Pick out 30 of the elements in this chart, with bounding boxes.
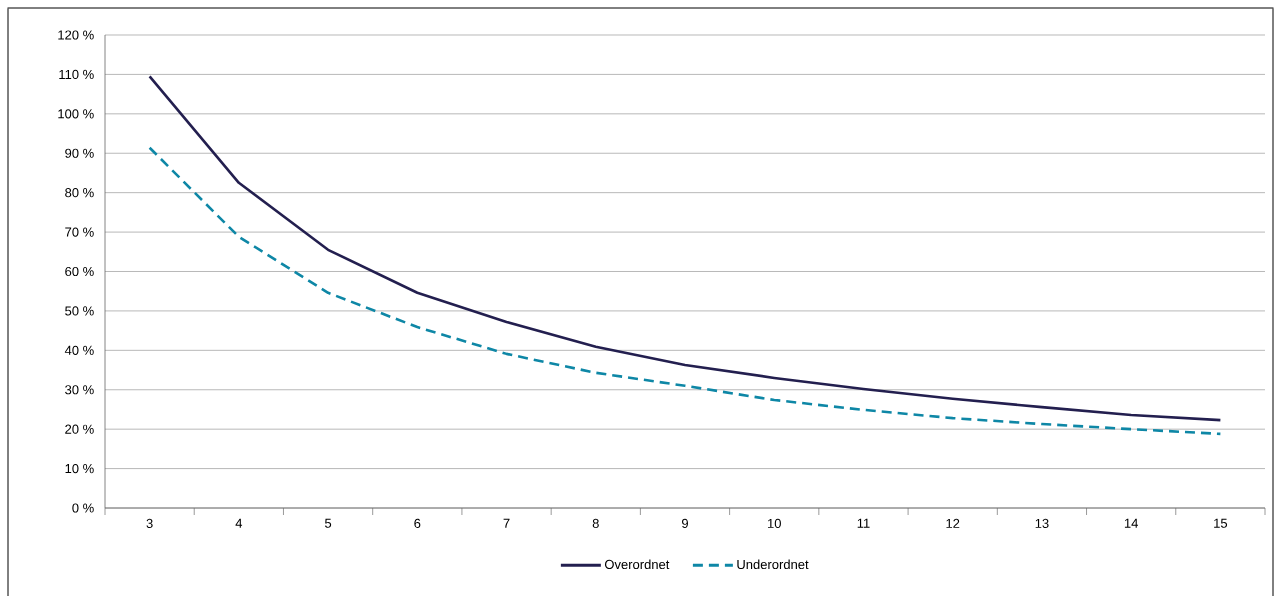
x-tick-label: 6 bbox=[414, 518, 421, 528]
x-tick-label: 5 bbox=[324, 518, 332, 528]
y-tick-label: 20 % bbox=[65, 424, 94, 434]
x-tick-label: 11 bbox=[857, 518, 870, 528]
x-tick-label: 12 bbox=[946, 518, 960, 528]
x-tick-label: 4 bbox=[235, 518, 243, 528]
x-tick-label: 3 bbox=[146, 518, 153, 528]
y-tick-label: 10 % bbox=[65, 463, 94, 474]
x-tick-label: 14 bbox=[1124, 518, 1138, 528]
x-tick-label: 10 bbox=[767, 518, 781, 528]
y-tick-label: 0 % bbox=[72, 503, 94, 513]
x-tick-label: 9 bbox=[682, 518, 688, 528]
y-tick-label: 60 % bbox=[65, 266, 94, 277]
y-tick-label: 30 % bbox=[65, 385, 94, 395]
y-tick-label: 50 % bbox=[65, 306, 94, 316]
y-tick-label: 70 % bbox=[65, 227, 94, 237]
x-tick-label: 8 bbox=[592, 518, 599, 528]
legend-label: Underordnet bbox=[737, 559, 809, 570]
legend-label: Overordnet bbox=[604, 559, 670, 570]
line-series bbox=[148, 146, 1222, 436]
x-tick-label: 7 bbox=[503, 518, 510, 528]
x-tick-label: 15 bbox=[1214, 518, 1228, 528]
y-tick-label: 120 % bbox=[58, 30, 94, 40]
y-tick-label: 90 % bbox=[65, 148, 94, 158]
y-tick-label: 100 % bbox=[58, 109, 94, 119]
y-tick-label: 110 % bbox=[59, 69, 94, 80]
y-tick-label: 80 % bbox=[65, 188, 94, 198]
line-series bbox=[148, 75, 1222, 422]
x-tick-label: 13 bbox=[1035, 518, 1049, 528]
y-tick-label: 40 % bbox=[64, 345, 94, 355]
